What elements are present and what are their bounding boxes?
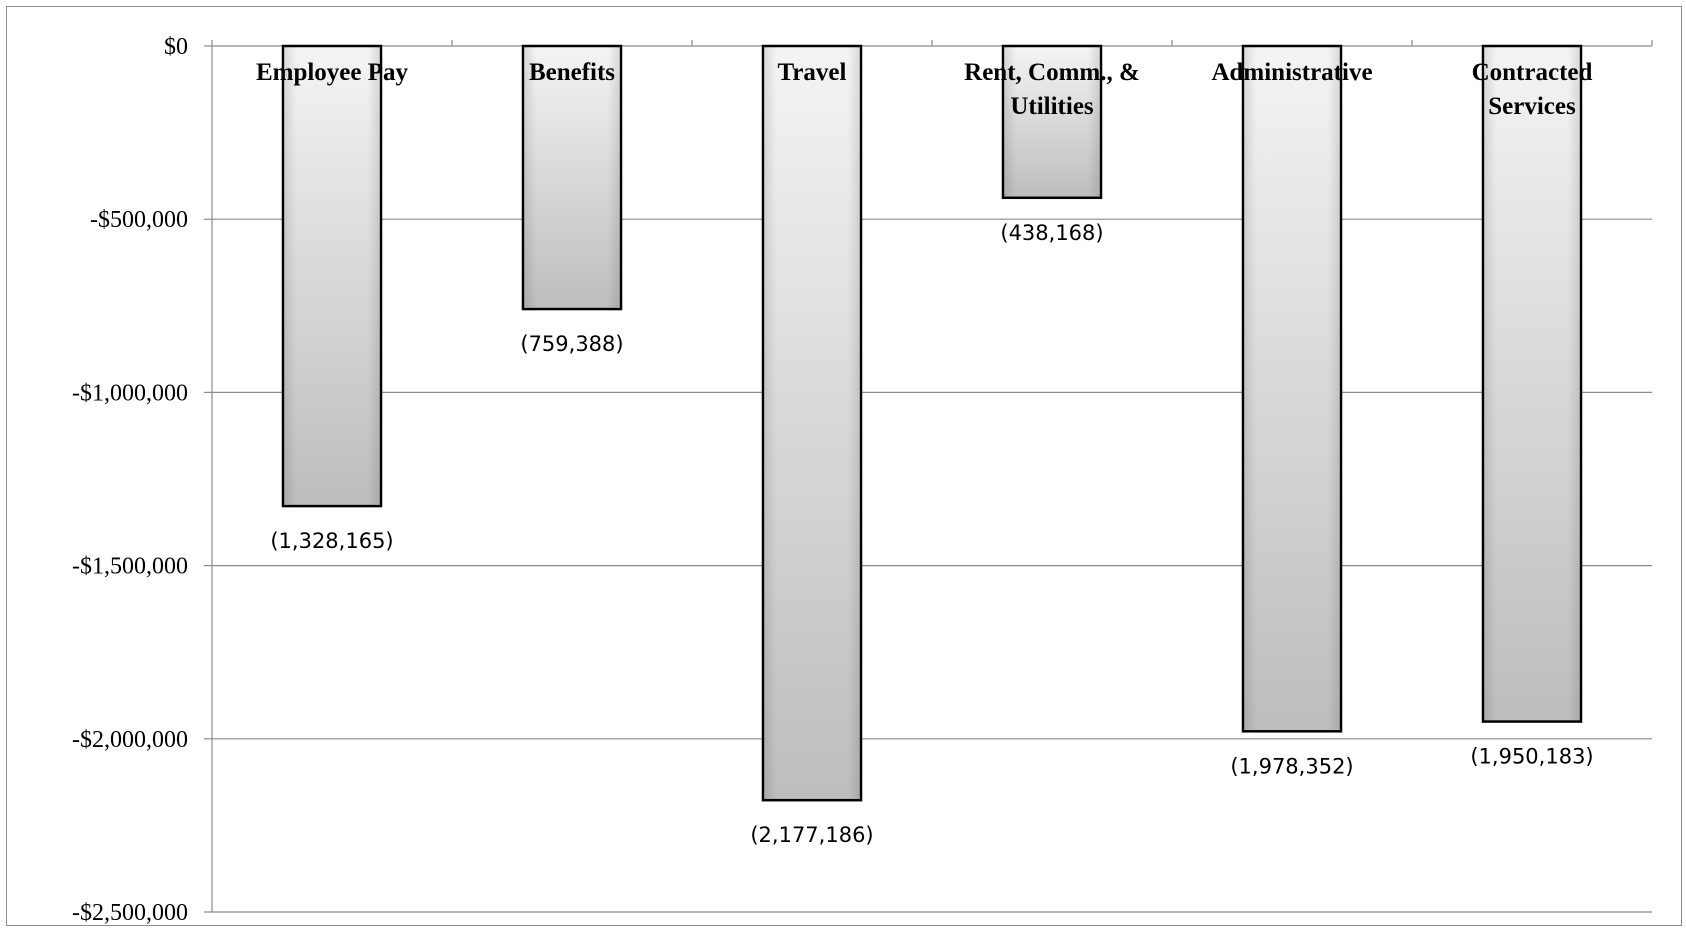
category-label: Employee Pay (256, 59, 409, 86)
y-axis (204, 40, 1653, 913)
data-label: (1,328,165) (270, 529, 393, 553)
bar-shading (525, 46, 619, 308)
category-label: Administrative (1211, 59, 1372, 86)
y-tick-label: $0 (164, 34, 188, 60)
y-tick-label: -$500,000 (90, 207, 188, 233)
category-label: Benefits (529, 59, 615, 86)
y-tick-label: -$1,000,000 (72, 380, 188, 406)
y-tick-label: -$2,500,000 (72, 900, 188, 926)
data-label: (759,388) (520, 332, 623, 356)
data-label: (1,978,352) (1230, 754, 1353, 778)
category-label: Utilities (1010, 93, 1094, 120)
data-label: (2,177,186) (750, 823, 873, 847)
data-label: (438,168) (1000, 221, 1103, 245)
bar-shading (1005, 46, 1099, 196)
data-label: (1,950,183) (1470, 745, 1593, 769)
labels: $0 -$500,000 -$1,000,000 -$1,500,000 -$2,000… (72, 34, 1594, 926)
bar-shading (1245, 46, 1339, 730)
y-tick-label: -$2,000,000 (72, 727, 188, 753)
y-tick-label: -$1,500,000 (72, 554, 188, 580)
bar-shading (765, 46, 859, 799)
bars (281, 44, 1583, 802)
bar-shading (285, 46, 379, 505)
category-label: Services (1488, 93, 1576, 120)
gridlines (212, 45, 1652, 913)
category-label: Rent, Comm., & (964, 59, 1140, 86)
category-label: Contracted (1472, 59, 1593, 86)
bar-shading (1485, 46, 1579, 720)
category-label: Travel (778, 59, 847, 86)
